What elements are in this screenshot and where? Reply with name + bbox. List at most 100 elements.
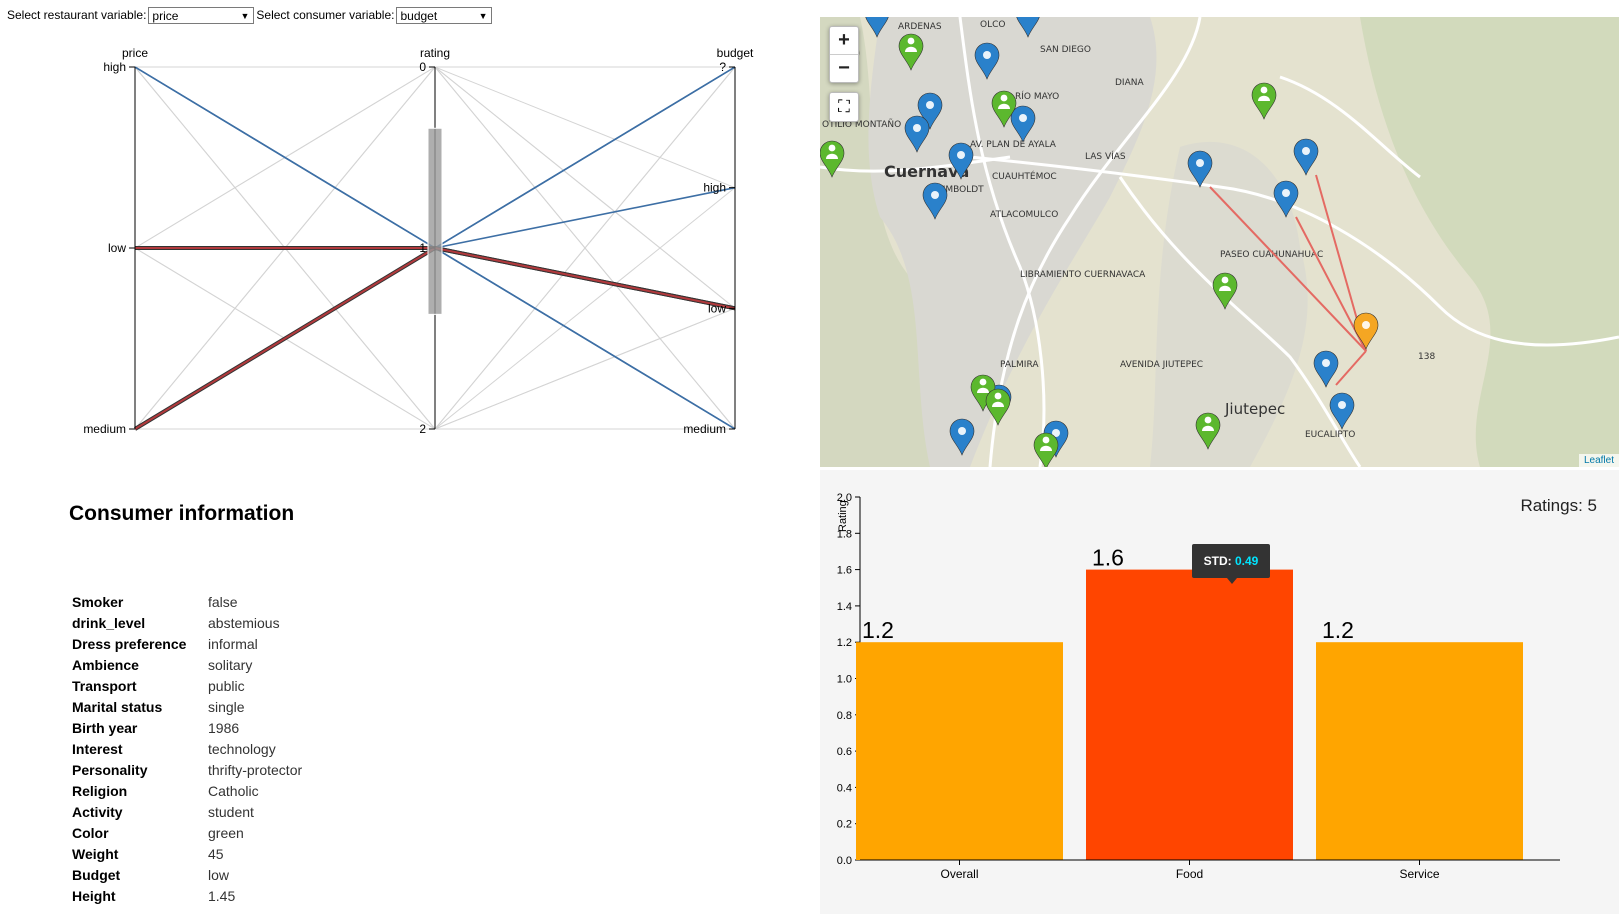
restaurant-marker-icon[interactable] (922, 182, 948, 220)
consumer-variable-value: budget (400, 8, 438, 23)
consumer-marker-icon[interactable] (1251, 82, 1277, 120)
consumer-marker-icon[interactable] (898, 33, 924, 71)
pc-axis-title: rating (420, 46, 450, 60)
marker-body (1273, 180, 1299, 218)
zoom-out-button[interactable]: − (830, 54, 858, 82)
restaurant-marker-icon[interactable] (1273, 180, 1299, 218)
consumer-info-row: Height 1.45 (70, 886, 306, 907)
y-tick-label: 0.8 (837, 710, 852, 722)
consumer-info-value: single (208, 699, 245, 715)
bar-service[interactable] (1316, 642, 1523, 860)
consumer-info-table: Smoker false drink_level abstemious Dress pr… (70, 592, 306, 907)
map-road (988, 17, 1202, 467)
pc-tick-label: low (708, 301, 726, 315)
map-hills (1360, 17, 1619, 467)
ratings-count: Ratings: 5 (1520, 496, 1597, 515)
bar-food[interactable] (1086, 569, 1293, 860)
pc-tick-label: high (703, 181, 726, 195)
consumer-marker-icon[interactable] (1033, 432, 1059, 467)
consumer-marker-icon[interactable] (1212, 272, 1238, 310)
marker-body (922, 182, 948, 220)
consumer-info-key: Interest (72, 741, 123, 757)
marker-dot (1302, 147, 1310, 155)
y-tick-label: 0.0 (837, 855, 852, 867)
consumer-info-value: green (208, 825, 244, 841)
consumer-marker-icon[interactable] (985, 388, 1011, 426)
map-place-label: ARDENAS (898, 22, 942, 32)
marker-dot (1052, 429, 1060, 437)
map-road (1118, 176, 1362, 467)
map-link-line (1209, 186, 1367, 352)
map-place-label: DIANA (1115, 78, 1144, 88)
consumer-marker-icon[interactable] (991, 90, 1017, 128)
y-tick-label: 1.0 (837, 674, 852, 686)
map-place-label: AVENIDA JIUTEPEC (1120, 360, 1203, 370)
consumer-info-value: low (208, 867, 230, 883)
fullscreen-icon: ⛶ (838, 97, 850, 116)
restaurant-marker-icon[interactable] (904, 115, 930, 153)
consumer-variable-select[interactable]: budget ▼ (396, 6, 493, 24)
restaurant-marker-icon[interactable] (865, 17, 889, 38)
restaurant-marker-icon[interactable] (917, 92, 943, 130)
consumer-info-row: Smoker false (70, 592, 306, 613)
marker-dot (913, 124, 921, 132)
consumer-info-row: Marital status single (70, 697, 306, 718)
map-place-label: CUAUHTÉMOC (992, 170, 1057, 182)
consumer-info-key: Color (72, 825, 109, 841)
x-tick-label: Food (1176, 867, 1203, 881)
map-attribution[interactable]: Leaflet (1578, 454, 1619, 467)
restaurant-marker-icon[interactable] (948, 142, 974, 180)
restaurant-marker-icon[interactable] (1329, 392, 1355, 430)
consumer-marker-icon[interactable] (1195, 412, 1221, 450)
person-icon-body (905, 46, 917, 52)
consumer-info-value: 1986 (208, 720, 240, 736)
person-icon (907, 37, 915, 45)
bar-value-label: 1.6 (1092, 545, 1124, 571)
map-place-label: OLCO (980, 20, 1005, 30)
map-place-label: AV. PLAN DE AYALA (970, 140, 1057, 150)
bar-value-label: 1.2 (1322, 617, 1354, 643)
y-tick-label: 2.0 (837, 492, 852, 504)
map-canvas[interactable]: Cuernava Jiutepec AV. PLAN DE AYALA RÍO MAY… (820, 17, 1619, 467)
pc-axis-title: budget (717, 46, 754, 60)
consumer-info-key: Transport (72, 678, 137, 694)
map-place-label: ATLACOMULCO (990, 210, 1058, 220)
consumer-info-row: Interest technology (70, 739, 306, 760)
consumer-marker-icon[interactable] (820, 140, 845, 178)
map-road (1279, 75, 1421, 179)
fullscreen-button[interactable]: ⛶ (829, 92, 859, 122)
y-tick-label: 1.4 (837, 601, 852, 613)
bar-value-label: 1.2 (862, 617, 894, 643)
consumer-info-row: drink_level abstemious (70, 613, 306, 634)
restaurant-marker-icon[interactable] (949, 418, 975, 456)
person-icon-body (998, 103, 1010, 109)
y-tick-label: 0.4 (837, 782, 852, 794)
y-axis-label: Rating (837, 500, 849, 532)
bar-overall[interactable] (856, 642, 1063, 860)
restaurant-marker-icon[interactable] (1187, 150, 1213, 188)
restaurant-marker-icon[interactable] (974, 42, 1000, 80)
person-icon (979, 378, 987, 386)
restaurant-marker-icon[interactable] (1010, 105, 1036, 143)
map[interactable]: Cuernava Jiutepec AV. PLAN DE AYALA RÍO MAY… (820, 17, 1619, 467)
map-place-label: Jiutepec (1224, 400, 1285, 418)
restaurant-marker-icon[interactable] (1313, 350, 1339, 388)
consumer-info-title: Consumer information (69, 502, 295, 525)
selected-restaurant-marker-icon[interactable] (1353, 312, 1379, 350)
marker-body (904, 115, 930, 153)
restaurant-marker-icon[interactable] (1016, 17, 1040, 38)
person-icon-body (1219, 285, 1231, 291)
rating-panel: 0.0 0.2 0.4 0.6 0.8 1.0 1.2 1.4 1.6 1.8 2.0 Rating 1… (820, 470, 1619, 914)
zoom-in-button[interactable]: + (838, 29, 850, 51)
consumer-info-key: Activity (72, 804, 123, 820)
consumer-info-key: Dress preference (72, 636, 187, 652)
consumer-info-row: Weight 45 (70, 844, 306, 865)
restaurant-variable-select[interactable]: price ▼ (148, 6, 255, 24)
consumer-info-key: Personality (72, 762, 148, 778)
restaurant-marker-icon[interactable] (1293, 138, 1319, 176)
person-icon (1042, 436, 1050, 444)
person-icon-body (977, 387, 989, 393)
parallel-coordinates-chart[interactable]: pricehighlowmediumrating012budget?highlo… (0, 30, 790, 470)
y-tick-label: 1.6 (837, 565, 852, 577)
consumer-info-value: thrifty-protector (208, 762, 303, 778)
